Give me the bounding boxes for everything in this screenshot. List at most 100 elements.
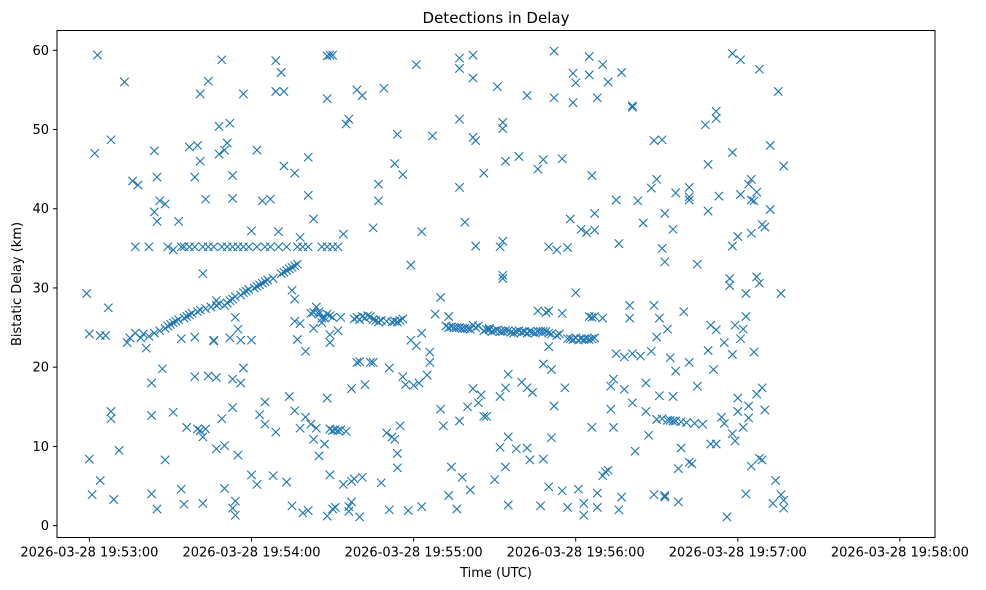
data-point: [538, 454, 548, 464]
data-point: [498, 117, 508, 127]
data-point: [590, 311, 600, 322]
data-point: [746, 461, 756, 471]
data-point: [587, 422, 597, 432]
data-point: [95, 475, 105, 486]
data-point: [725, 273, 735, 284]
data-point: [533, 164, 543, 174]
data-point: [549, 401, 559, 411]
data-point: [328, 50, 338, 60]
data-point: [587, 312, 597, 322]
data-point: [317, 313, 327, 323]
data-point: [314, 307, 324, 317]
data-point: [355, 357, 365, 367]
data-point: [184, 310, 194, 320]
data-point: [87, 490, 97, 500]
data-point: [725, 281, 735, 291]
data-point: [225, 296, 235, 306]
y-tick-label: 40: [32, 202, 49, 217]
data-point: [733, 231, 743, 242]
data-point: [252, 145, 262, 155]
data-point: [360, 380, 370, 390]
data-point: [230, 510, 240, 520]
data-point: [260, 397, 270, 407]
data-point: [665, 353, 675, 363]
data-point: [217, 414, 227, 424]
data-point: [457, 472, 467, 482]
data-point: [201, 304, 211, 314]
data-point: [287, 285, 297, 295]
data-point: [257, 196, 267, 206]
data-point: [241, 286, 251, 296]
data-point: [279, 267, 289, 277]
data-point: [708, 365, 719, 375]
data-point: [398, 170, 408, 180]
data-point: [171, 316, 181, 326]
data-point: [738, 422, 748, 432]
data-point: [652, 174, 662, 184]
data-point: [295, 319, 305, 329]
data-point: [236, 378, 246, 388]
data-point: [190, 332, 200, 342]
data-point: [290, 294, 300, 304]
data-point: [317, 318, 327, 328]
data-point: [584, 334, 594, 345]
y-tick-label: 60: [32, 44, 49, 59]
data-point: [406, 260, 416, 270]
data-point: [157, 364, 167, 374]
data-point: [284, 391, 294, 402]
data-point: [328, 312, 338, 322]
data-point: [282, 265, 292, 276]
data-point: [192, 424, 203, 434]
data-point: [465, 324, 475, 334]
data-point: [106, 414, 116, 424]
data-point: [260, 419, 270, 429]
data-point: [500, 326, 511, 336]
data-point: [752, 272, 762, 282]
data-point: [311, 423, 321, 433]
data-point: [357, 90, 367, 101]
data-point: [195, 89, 205, 99]
data-point: [660, 492, 670, 502]
data-point: [147, 410, 157, 421]
data-point: [522, 443, 532, 453]
data-point: [268, 471, 278, 481]
chart-title: Detections in Delay: [423, 9, 570, 27]
data-point: [271, 86, 281, 97]
data-point: [492, 325, 502, 335]
data-point: [333, 426, 343, 436]
data-point: [160, 455, 170, 465]
data-point: [498, 270, 508, 280]
y-tick-label: 10: [32, 440, 49, 455]
data-point: [454, 416, 465, 426]
data-point: [195, 156, 205, 166]
x-tick-label: 2026-03-28 19:58:00: [831, 546, 969, 561]
data-point: [246, 335, 257, 345]
data-point: [660, 490, 670, 501]
data-point: [403, 506, 413, 516]
data-point: [692, 259, 702, 269]
data-point: [646, 183, 656, 193]
data-point: [668, 224, 678, 234]
data-point: [201, 424, 211, 434]
data-point: [522, 90, 532, 101]
data-point: [479, 411, 489, 421]
data-point: [536, 501, 546, 511]
data-point: [741, 311, 751, 322]
data-point: [733, 393, 743, 403]
data-point: [209, 336, 219, 346]
data-point: [619, 384, 629, 394]
data-point: [295, 232, 305, 242]
data-point: [587, 334, 597, 344]
data-point: [265, 242, 275, 252]
data-point: [625, 300, 635, 310]
data-point: [627, 101, 637, 111]
x-tick-label: 2026-03-28 19:57:00: [669, 546, 807, 561]
data-point: [373, 179, 384, 189]
data-point: [168, 318, 178, 328]
data-point: [333, 242, 343, 252]
data-point: [338, 479, 348, 489]
data-point: [209, 242, 219, 252]
data-point: [468, 50, 478, 60]
data-point: [498, 236, 508, 246]
data-point: [147, 489, 157, 499]
